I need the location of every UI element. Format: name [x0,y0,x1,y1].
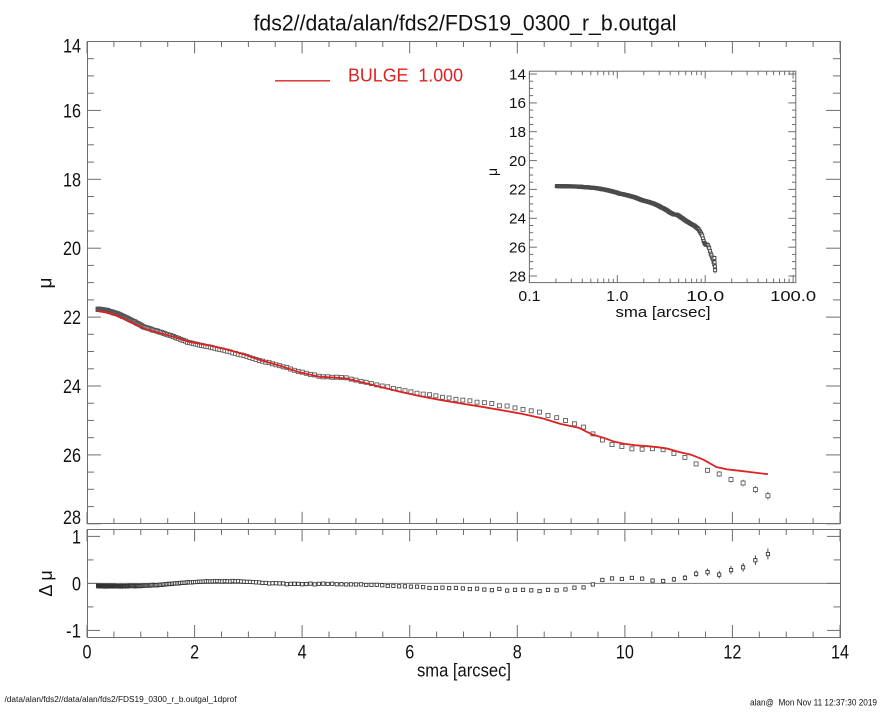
svg-text:2: 2 [190,643,199,664]
svg-text:100.0: 100.0 [770,288,816,305]
svg-text:μ: μ [484,168,500,176]
svg-text:28: 28 [509,268,526,285]
svg-text:12: 12 [723,643,741,664]
svg-text:14: 14 [509,66,526,83]
svg-text:6: 6 [405,643,414,664]
svg-text:8: 8 [513,643,522,664]
svg-text:10.0: 10.0 [686,288,724,305]
svg-text:sma [arcsec]: sma [arcsec] [417,661,511,681]
svg-text:18: 18 [63,170,81,191]
svg-text:sma [arcsec]: sma [arcsec] [616,304,711,321]
svg-text:26: 26 [63,446,81,467]
svg-text:24: 24 [509,211,526,228]
svg-text:18: 18 [509,124,526,141]
svg-text:0.1: 0.1 [518,288,540,305]
svg-text:22: 22 [509,182,526,199]
svg-text:1.0: 1.0 [606,288,628,305]
svg-text:Δ μ: Δ μ [36,570,56,596]
svg-text:26: 26 [509,240,526,257]
svg-text:28: 28 [63,508,81,529]
svg-text:14: 14 [63,37,81,58]
svg-text:0: 0 [72,574,81,595]
svg-text:10: 10 [616,643,634,664]
svg-text:1: 1 [72,527,81,548]
svg-text:14: 14 [831,643,849,664]
svg-text:BULGE 1.000: BULGE 1.000 [348,66,463,86]
svg-text:24: 24 [63,377,81,398]
svg-text:-1: -1 [66,621,81,642]
svg-text:μ: μ [36,278,57,289]
svg-text:fds2//data/alan/fds2/FDS19_030: fds2//data/alan/fds2/FDS19_0300_r_b.outg… [254,11,677,36]
svg-text:alan@ Mon Nov 11 12:37:30 201: alan@ Mon Nov 11 12:37:30 2019 [750,697,877,708]
svg-text:16: 16 [509,95,526,112]
svg-text:20: 20 [63,239,81,260]
svg-text:16: 16 [63,101,81,122]
svg-text:4: 4 [298,643,307,664]
svg-text:/data/alan/fds2//data/alan/fds: /data/alan/fds2//data/alan/fds2/FDS19_03… [5,694,238,704]
svg-text:20: 20 [509,153,526,170]
svg-text:0: 0 [83,643,92,664]
svg-text:22: 22 [63,308,81,329]
